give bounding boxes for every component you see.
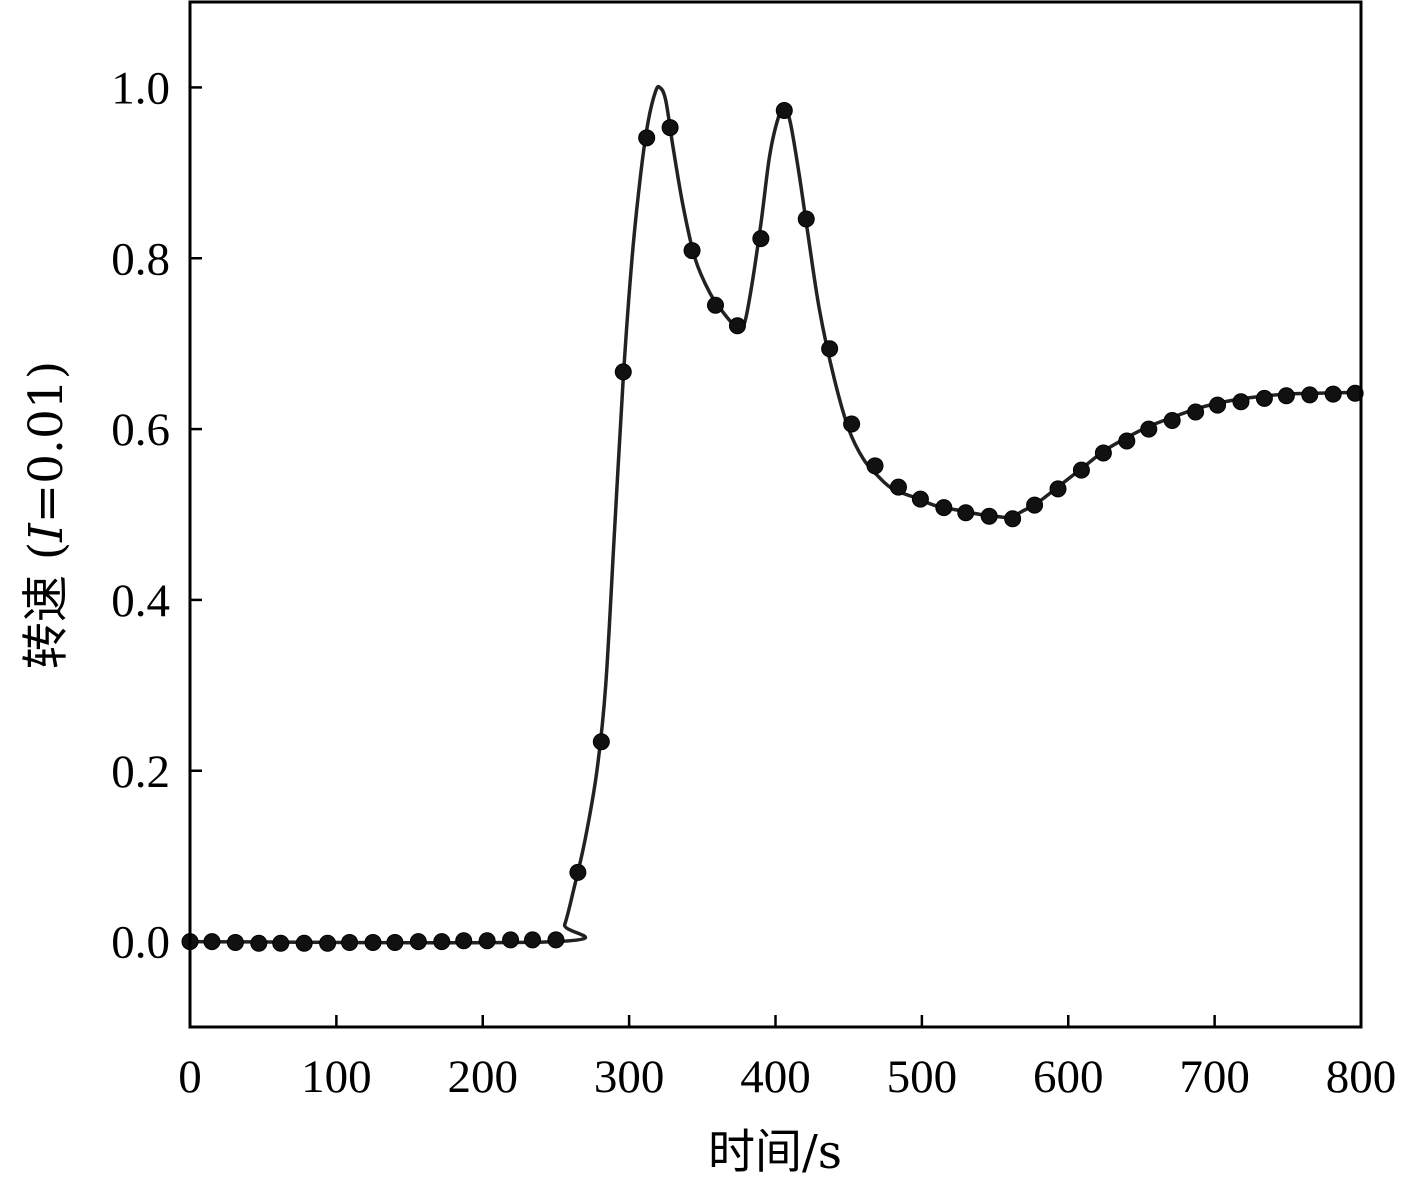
data-point-marker [1209, 396, 1227, 414]
y-tick-label: 0.2 [111, 746, 170, 798]
data-point-marker [889, 478, 907, 496]
data-point-marker [911, 490, 929, 508]
data-point-marker [1118, 432, 1136, 450]
plot-frame [188, 0, 1363, 1029]
data-point-marker [1187, 403, 1205, 421]
data-point-marker [614, 363, 632, 381]
data-point-marker [295, 934, 313, 952]
data-point-marker [1026, 496, 1044, 514]
x-tick-label: 500 [887, 1051, 958, 1103]
data-point-marker [935, 499, 953, 517]
data-point-marker [592, 733, 610, 751]
data-point-marker [1324, 385, 1342, 403]
data-point-marker [455, 932, 473, 950]
data-point-marker [1277, 387, 1295, 405]
data-point-marker [1163, 412, 1181, 430]
x-tick-label: 800 [1326, 1051, 1397, 1103]
data-point-marker [1004, 510, 1022, 528]
data-point-marker [1346, 384, 1364, 402]
data-point-marker [706, 296, 724, 314]
data-point-marker [775, 101, 793, 119]
y-axis-label-italic: I [19, 522, 74, 543]
data-point-marker [821, 340, 839, 358]
data-point-marker [226, 933, 244, 951]
data-point-marker [638, 129, 656, 147]
y-tick-label: 0.0 [111, 917, 170, 969]
series-markers [181, 101, 1364, 952]
data-point-marker [1049, 480, 1067, 498]
data-point-marker [364, 933, 382, 951]
data-point-marker [1094, 444, 1112, 462]
data-point-marker [728, 317, 746, 335]
x-tick-label: 600 [1033, 1051, 1104, 1103]
data-point-marker [250, 934, 268, 952]
data-point-marker [1072, 461, 1090, 479]
x-tick-label: 700 [1179, 1051, 1250, 1103]
data-point-marker [1232, 393, 1250, 411]
data-point-marker [547, 931, 565, 949]
data-point-marker [797, 210, 815, 228]
data-point-marker [272, 934, 290, 952]
data-point-marker [478, 932, 496, 950]
x-tick-label: 0 [178, 1051, 202, 1103]
data-point-marker [569, 863, 587, 881]
data-point-marker [203, 933, 221, 951]
tick-labels: 0 100 200 300 400 500 600 700 800 0.0 0.2 0.4 0.6 0.8… [111, 62, 1396, 1103]
x-tick-label: 200 [448, 1051, 519, 1103]
data-point-marker [386, 933, 404, 951]
data-point-marker [843, 415, 861, 433]
y-axis-label-main: 转速 ( [19, 542, 74, 669]
x-tick-label: 300 [594, 1051, 665, 1103]
data-point-marker [502, 931, 520, 949]
x-tick-label: 400 [740, 1051, 811, 1103]
data-point-marker [683, 242, 701, 260]
y-axis-label: 转速 (I=0.01) [19, 361, 74, 669]
x-axis-label: 时间/s [708, 1125, 842, 1180]
data-point-marker [1301, 386, 1319, 404]
y-tick-label: 1.0 [111, 62, 170, 114]
y-tick-label: 0.4 [111, 575, 170, 627]
data-point-marker [957, 504, 975, 522]
data-point-marker [1255, 389, 1273, 407]
data-point-marker [752, 230, 770, 248]
data-point-marker [433, 933, 451, 951]
data-point-marker [409, 933, 427, 951]
data-point-marker [980, 507, 998, 525]
data-point-marker [866, 457, 884, 475]
data-point-marker [1140, 420, 1158, 438]
series-line [189, 84, 1362, 945]
x-tick-label: 100 [301, 1051, 372, 1103]
y-tick-label: 0.8 [111, 233, 170, 285]
data-point-marker [661, 119, 679, 137]
tick-marks [188, 86, 1363, 1027]
data-point-marker [341, 933, 359, 951]
data-point-marker [319, 934, 337, 952]
y-tick-label: 0.6 [111, 404, 170, 456]
y-axis-label-tail: =0.01) [19, 361, 74, 523]
data-point-marker [524, 931, 542, 949]
